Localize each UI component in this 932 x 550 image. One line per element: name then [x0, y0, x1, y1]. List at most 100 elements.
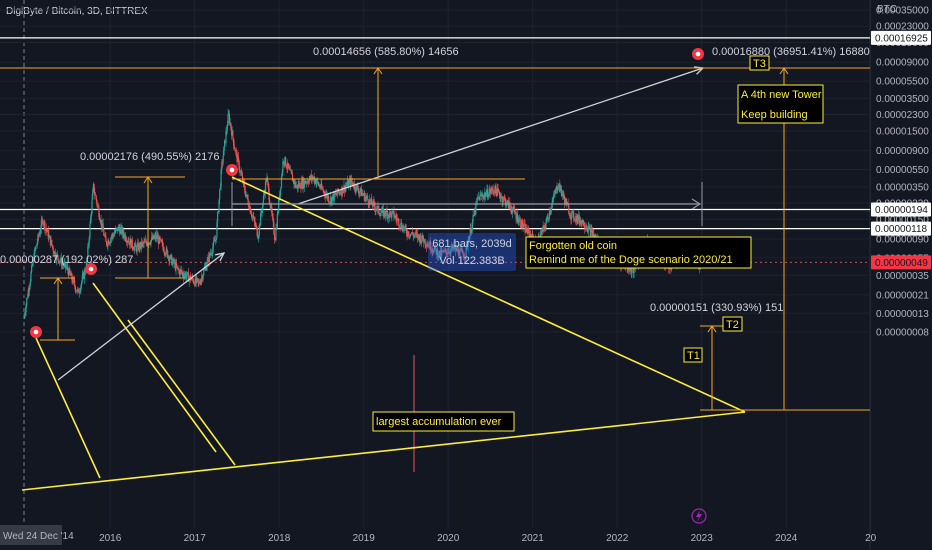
- candle-body: [88, 237, 90, 244]
- crosshair-date: Wed 24 Dec '14: [3, 531, 74, 542]
- trendline[interactable]: [35, 337, 101, 479]
- candle-body: [546, 217, 548, 219]
- candle-body: [554, 193, 556, 195]
- candle-body: [586, 228, 588, 230]
- measure-label-330: 0.00000151 (330.93%) 151: [650, 302, 783, 314]
- candle-body: [628, 270, 630, 272]
- candle-body: [267, 177, 269, 183]
- candle-body: [149, 242, 151, 244]
- candle-body: [477, 197, 479, 199]
- candle-body: [383, 210, 385, 217]
- candle-body: [441, 250, 443, 256]
- candle-body: [247, 198, 249, 206]
- candle-body: [239, 171, 242, 173]
- candle-body: [423, 239, 426, 243]
- candle-body: [498, 191, 500, 192]
- candle-body: [310, 176, 312, 180]
- projection-arrow-1[interactable]: [57, 252, 225, 381]
- candle-body: [162, 242, 164, 247]
- candle-body: [69, 272, 72, 276]
- candle-body: [245, 195, 247, 197]
- candle-body: [394, 217, 396, 219]
- candle-body: [78, 289, 80, 294]
- candle-body: [229, 122, 231, 124]
- candle-body: [435, 248, 437, 255]
- candle-body: [43, 221, 45, 225]
- candle-body: [575, 216, 577, 221]
- candle-body: [409, 233, 412, 237]
- candle-body: [74, 286, 76, 291]
- candle-body: [167, 256, 169, 258]
- candle-body: [194, 277, 197, 286]
- candle-body: [263, 193, 265, 196]
- candle-body: [322, 188, 324, 192]
- candle-body: [574, 220, 576, 221]
- candle-body: [307, 182, 310, 184]
- candle-body: [698, 268, 700, 270]
- candle-body: [480, 194, 482, 196]
- candle-body: [350, 178, 352, 187]
- candle-body: [520, 225, 522, 228]
- trendline[interactable]: [21, 411, 746, 491]
- candle-body: [567, 203, 569, 206]
- candle-body: [491, 187, 493, 191]
- candle-body: [330, 197, 332, 203]
- candle-body: [279, 190, 281, 200]
- candle-body: [408, 235, 410, 237]
- trendline[interactable]: [127, 319, 236, 466]
- candle-body: [192, 276, 194, 280]
- drawings[interactable]: [0, 48, 870, 491]
- candle-body: [341, 186, 343, 195]
- candle-body: [563, 193, 565, 198]
- candle-body: [456, 247, 458, 252]
- candle-body: [266, 177, 268, 182]
- candle-body: [148, 242, 150, 245]
- candle-body: [445, 249, 447, 252]
- candle-body: [552, 199, 554, 203]
- candle-body: [182, 272, 184, 276]
- candle-body: [253, 217, 256, 222]
- candle-body: [384, 214, 387, 217]
- candle-body: [499, 195, 501, 199]
- candle-body: [497, 188, 499, 192]
- trendline[interactable]: [231, 176, 746, 413]
- candle-body: [252, 215, 254, 218]
- candle-body: [166, 248, 168, 251]
- candle-body: [399, 227, 401, 229]
- trendline[interactable]: [92, 282, 217, 453]
- candle-body: [553, 194, 555, 196]
- candle-body: [585, 227, 587, 229]
- candle-body: [330, 197, 333, 204]
- candle-body: [157, 237, 159, 239]
- candle-body: [387, 212, 389, 219]
- candle-body: [416, 233, 418, 235]
- lightning-event-icon[interactable]: [691, 508, 707, 524]
- tower-note-line-1: A 4th new Tower: [741, 89, 822, 101]
- candle-body: [60, 257, 63, 266]
- candle-body: [516, 213, 519, 223]
- candle-body: [426, 245, 428, 247]
- candle-body: [112, 234, 114, 236]
- candle-body: [65, 267, 67, 269]
- candle-body: [83, 273, 85, 279]
- candle-body: [484, 192, 487, 197]
- candle-body: [448, 251, 451, 253]
- candle-body: [340, 192, 342, 195]
- candle-body: [471, 229, 473, 234]
- candle-body: [390, 212, 392, 218]
- candle-body: [107, 240, 109, 247]
- candle-body: [405, 229, 408, 234]
- candle-body: [380, 212, 383, 214]
- candle-body: [389, 211, 392, 213]
- candle-body: [171, 261, 174, 265]
- candle-body: [40, 220, 42, 230]
- candle-body: [482, 197, 485, 199]
- projection-arrow-2[interactable]: [297, 67, 704, 205]
- candle-body: [61, 263, 63, 266]
- candle-body: [438, 250, 440, 257]
- candle-body: [227, 114, 229, 126]
- candle-body: [631, 267, 633, 273]
- price-box-label: 0.00000194: [875, 205, 928, 216]
- candle-body: [215, 237, 217, 241]
